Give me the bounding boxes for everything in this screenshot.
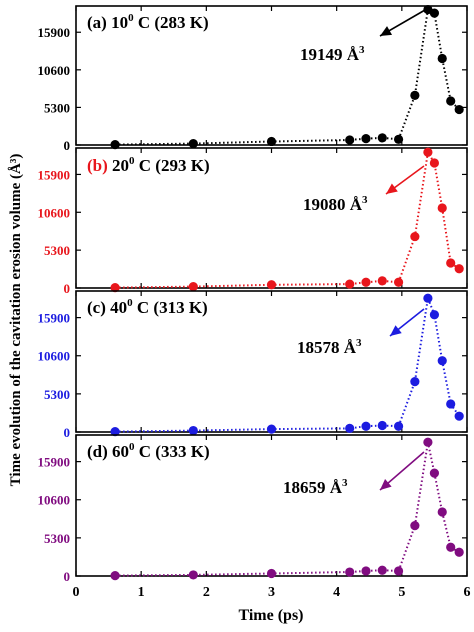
- data-point: [345, 423, 355, 434]
- y-tick-label: 10600: [38, 63, 71, 78]
- data-point: [110, 571, 120, 581]
- y-tick-label: 0: [64, 425, 71, 440]
- data-point: [437, 203, 447, 213]
- x-tick-label: 0: [73, 585, 80, 600]
- data-point: [266, 568, 277, 579]
- y-tick-label: 15900: [38, 167, 71, 182]
- data-point: [454, 104, 464, 115]
- x-axis: 0 1 2 3 4 5 6: [73, 585, 471, 600]
- data-point: [454, 264, 464, 274]
- data-point: [429, 8, 440, 18]
- data-point: [361, 134, 371, 144]
- y-tick-label: 0: [64, 138, 71, 153]
- data-point: [429, 158, 440, 168]
- panel-1: 0 5300 10600 15900 (a) 100 C (283 K) 19149 Å3: [38, 4, 468, 153]
- peak-arrow: [379, 9, 426, 37]
- peak-arrow: [385, 165, 425, 195]
- peak-annotation: 18659 Å3: [283, 477, 348, 497]
- x-axis-label: Time (ps): [238, 607, 303, 624]
- data-point: [377, 133, 387, 143]
- data-point: [454, 547, 464, 557]
- y-tick-label: 0: [64, 569, 71, 584]
- data-point: [361, 421, 371, 431]
- y-tick-label: 5300: [44, 387, 70, 402]
- panel-label: (a) 100 C (283 K): [87, 12, 209, 32]
- data-point: [188, 570, 198, 580]
- panel-label: (c) 400 C (313 K): [87, 297, 208, 317]
- series-line: [115, 294, 461, 433]
- data-point: [377, 565, 387, 575]
- peak-annotation: 18578 Å3: [297, 337, 362, 357]
- data-point: [423, 437, 433, 447]
- y-tick-label: 5300: [44, 531, 70, 546]
- data-point: [446, 258, 456, 268]
- data-point: [437, 507, 447, 517]
- data-point: [110, 140, 120, 150]
- data-point: [446, 96, 456, 106]
- y-axis-label: Time evolution of the cavitation erosion…: [8, 154, 24, 487]
- data-point: [188, 281, 198, 292]
- data-point: [266, 136, 277, 147]
- data-point: [361, 566, 371, 576]
- panels: 0 5300 10600 15900 (a) 100 C (283 K) 19149 Å3…: [38, 4, 468, 584]
- panel-2: 0 5300 10600 15900 (b) 200 C (293 K) 19080 Å3: [38, 147, 468, 296]
- peak-arrow: [379, 451, 425, 491]
- panel-label: (b) 200 C (293 K): [87, 155, 210, 175]
- data-point: [345, 135, 355, 145]
- x-tick-label: 4: [333, 585, 340, 600]
- data-point: [429, 468, 440, 478]
- y-tick-label: 5300: [44, 243, 70, 258]
- x-tick-label: 5: [398, 585, 405, 600]
- x-tick-label: 2: [203, 585, 210, 600]
- data-point: [345, 567, 355, 577]
- data-point: [410, 90, 420, 100]
- data-point: [423, 293, 433, 303]
- data-point: [454, 411, 464, 421]
- y-tick-label: 0: [64, 281, 71, 296]
- x-tick-label: 1: [138, 585, 145, 600]
- data-point: [446, 542, 456, 552]
- peak-arrow: [389, 308, 425, 337]
- panel-4: 0 5300 10600 15900 (d) 600 C (333 K) 18659 Å3: [38, 434, 468, 584]
- y-tick-label: 10600: [38, 493, 71, 508]
- data-point: [393, 277, 404, 287]
- data-point: [410, 521, 420, 531]
- x-tick-label: 3: [268, 585, 275, 600]
- data-point: [393, 421, 404, 431]
- data-point: [377, 420, 387, 431]
- data-point: [361, 277, 371, 287]
- panel-3: 0 5300 10600 15900 (c) 400 C (313 K) 18578 Å3: [38, 290, 468, 440]
- data-point: [110, 283, 120, 293]
- panel-label: (d) 600 C (333 K): [87, 441, 210, 461]
- peak-annotation: 19149 Å3: [300, 44, 365, 64]
- data-point: [266, 424, 277, 434]
- data-point: [410, 231, 420, 242]
- y-tick-label: 15900: [38, 311, 71, 326]
- data-point: [393, 566, 404, 576]
- data-point: [446, 399, 456, 409]
- data-point: [429, 310, 440, 320]
- y-tick-label: 10600: [38, 205, 71, 220]
- series-line: [115, 441, 460, 577]
- data-point: [188, 138, 198, 149]
- data-point: [437, 356, 447, 366]
- data-point: [437, 53, 447, 64]
- data-point: [188, 425, 198, 436]
- peak-annotation: 19080 Å3: [303, 194, 368, 214]
- y-tick-label: 10600: [38, 349, 71, 364]
- y-tick-label: 15900: [38, 25, 71, 40]
- data-point: [110, 427, 120, 437]
- y-tick-label: 5300: [44, 100, 70, 115]
- y-tick-label: 15900: [38, 455, 71, 470]
- x-tick-label: 6: [464, 585, 471, 600]
- data-point: [393, 134, 404, 144]
- data-point: [410, 377, 420, 387]
- data-point: [423, 147, 433, 157]
- data-point: [377, 276, 387, 286]
- data-point: [266, 280, 277, 290]
- data-point: [345, 279, 355, 289]
